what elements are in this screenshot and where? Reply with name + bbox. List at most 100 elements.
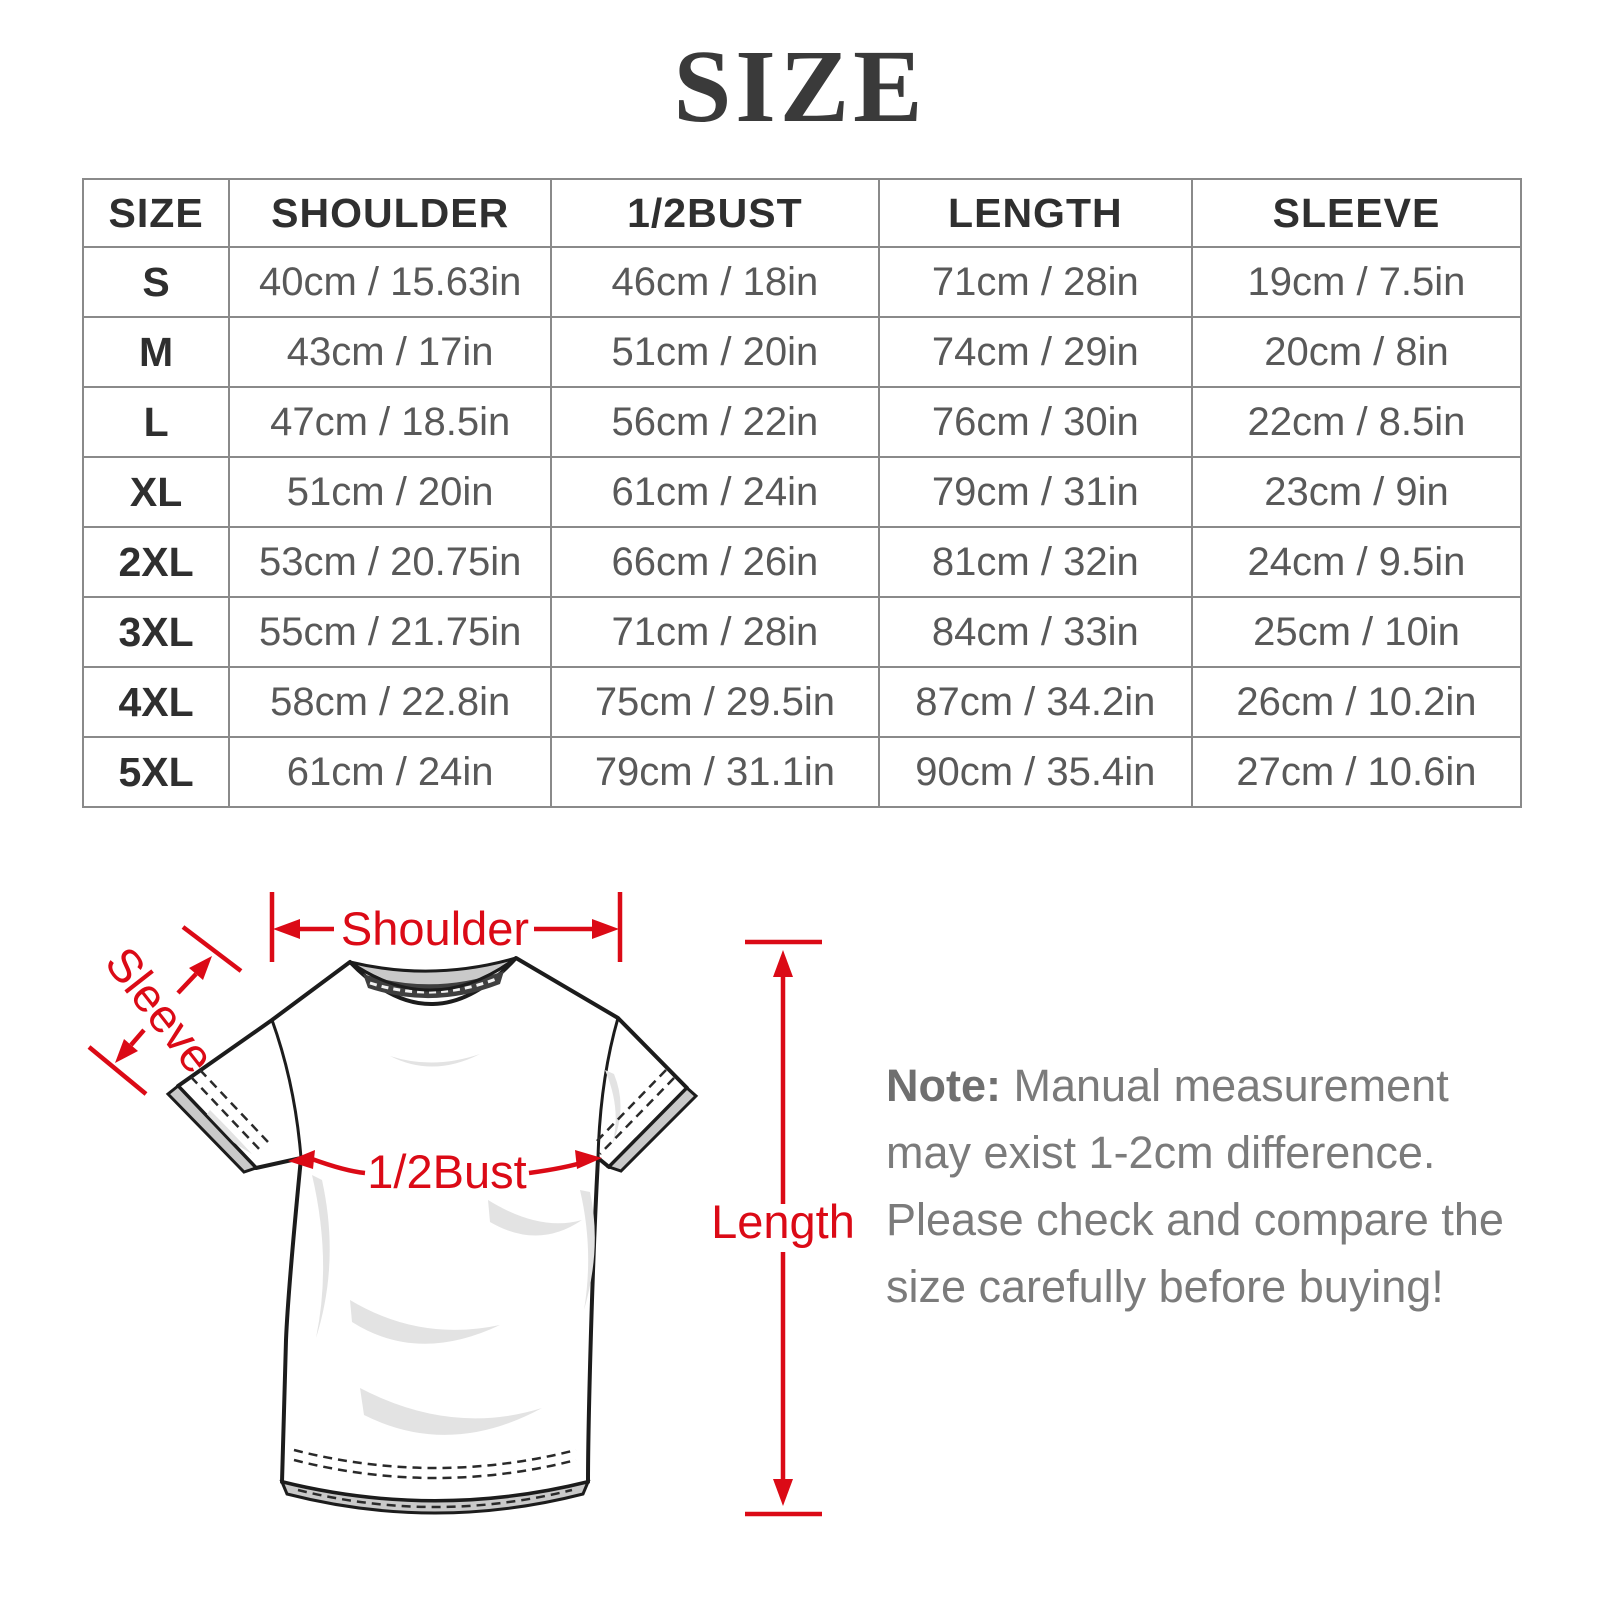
sleeve-arrow-bottom-icon	[115, 1039, 138, 1063]
table-row: 5XL 61cm / 24in 79cm / 31.1in 90cm / 35.4in…	[81, 736, 1523, 808]
length-arrow-up-icon	[773, 950, 793, 977]
measurement-cell: 74cm / 29in	[877, 316, 1193, 388]
bust-line-left	[311, 1156, 366, 1176]
table-row: 2XL 53cm / 20.75in 66cm / 26in 81cm / 32in 2…	[81, 526, 1523, 598]
measurement-cell: 46cm / 18in	[550, 246, 880, 318]
measurement-cell: 71cm / 28in	[550, 596, 880, 668]
right-armhole-seam	[596, 1017, 620, 1159]
size-label-cell: 3XL	[81, 596, 231, 668]
sleeve-arrow-top-icon	[189, 956, 212, 980]
right-cuff	[606, 1085, 699, 1173]
hem-band-stitch	[297, 1488, 573, 1509]
measurement-cell: 75cm / 29.5in	[550, 666, 880, 738]
table-row: XL 51cm / 20in 61cm / 24in 79cm / 31in 23cm …	[81, 456, 1523, 528]
measurement-cell: 87cm / 34.2in	[877, 666, 1193, 738]
measurement-cell: 58cm / 22.8in	[228, 666, 553, 738]
measurement-cell: 51cm / 20in	[228, 456, 553, 528]
left-cuff	[165, 1083, 259, 1174]
measurement-cell: 51cm / 20in	[550, 316, 880, 388]
column-header: SIZE	[81, 178, 231, 248]
sleeve-arrow-bottom-line	[129, 1028, 146, 1047]
hem-stitch	[293, 1458, 577, 1480]
left-cuff-stitch	[199, 1069, 269, 1143]
measurement-cell: 22cm / 8.5in	[1190, 386, 1523, 458]
table-row: S 40cm / 15.63in 46cm / 18in 71cm / 28in 19c…	[81, 246, 1523, 318]
page-title: SIZE	[673, 29, 927, 144]
right-cuff-stitch	[599, 1077, 675, 1155]
column-header: SHOULDER	[228, 178, 553, 248]
measurement-cell: 47cm / 18.5in	[228, 386, 553, 458]
size-label-cell: S	[81, 246, 231, 318]
tshirt-illustration	[165, 956, 699, 1515]
measurement-cell: 27cm / 10.6in	[1190, 736, 1523, 808]
hem-band	[279, 1479, 591, 1515]
shoulder-arrow-left-icon	[273, 919, 300, 939]
bust-arrow-left-icon	[288, 1150, 315, 1169]
table-row: L 47cm / 18.5in 56cm / 22in 76cm / 30in 22cm…	[81, 386, 1523, 458]
left-cuff-stitch	[190, 1076, 262, 1152]
shoulder-label: Shoulder	[341, 902, 529, 955]
measurement-cell: 24cm / 9.5in	[1190, 526, 1523, 598]
size-label-cell: L	[81, 386, 231, 458]
measurement-cell: 23cm / 9in	[1190, 456, 1523, 528]
left-armhole-seam	[270, 1019, 303, 1159]
measurement-cell: 25cm / 10in	[1190, 596, 1523, 668]
measurement-cell: 55cm / 21.75in	[228, 596, 553, 668]
wrinkle-shade	[605, 1070, 621, 1145]
measurement-cell: 53cm / 20.75in	[228, 526, 553, 598]
measurement-cell: 19cm / 7.5in	[1190, 246, 1523, 318]
sleeve-tick-bottom	[87, 1045, 148, 1096]
measurement-cell: 81cm / 32in	[877, 526, 1193, 598]
hem-stitch	[293, 1448, 577, 1470]
length-annotation: Length	[711, 939, 855, 1517]
wrinkle-shade	[350, 1300, 500, 1344]
shoulder-arrow-right-icon	[592, 919, 619, 939]
measurement-cell: 40cm / 15.63in	[228, 246, 553, 318]
measurement-cell: 66cm / 26in	[550, 526, 880, 598]
measurement-cell: 71cm / 28in	[877, 246, 1193, 318]
size-table-body: S 40cm / 15.63in 46cm / 18in 71cm / 28in 19c…	[81, 246, 1523, 808]
size-table-head: SIZE SHOULDER 1/2BUST LENGTH SLEEVE	[81, 178, 1523, 248]
size-label-cell: 4XL	[81, 666, 231, 738]
size-table-header-row: SIZE SHOULDER 1/2BUST LENGTH SLEEVE	[81, 178, 1523, 248]
column-header: LENGTH	[877, 178, 1193, 248]
column-header: SLEEVE	[1190, 178, 1523, 248]
column-header: 1/2BUST	[550, 178, 880, 248]
right-cuff-stitch	[592, 1069, 667, 1146]
table-row: 4XL 58cm / 22.8in 75cm / 29.5in 87cm / 34.2…	[81, 666, 1523, 738]
size-table-container: SIZE SHOULDER 1/2BUST LENGTH SLEEVE S 40cm / …	[81, 178, 1523, 808]
size-label-cell: 2XL	[81, 526, 231, 598]
table-row: M 43cm / 17in 51cm / 20in 74cm / 29in 20cm /…	[81, 316, 1523, 388]
bust-label: 1/2Bust	[367, 1145, 526, 1198]
note-label: Note:	[886, 1060, 1001, 1111]
measurement-cell: 79cm / 31.1in	[550, 736, 880, 808]
size-label-cell: XL	[81, 456, 231, 528]
length-arrow-down-icon	[773, 1479, 793, 1506]
measurement-cell: 61cm / 24in	[550, 456, 880, 528]
measurement-cell: 84cm / 33in	[877, 596, 1193, 668]
collar-tape	[363, 971, 504, 999]
collar-rim	[349, 956, 517, 992]
bust-annotation: 1/2Bust	[288, 1145, 602, 1198]
bust-arrow-right-icon	[575, 1150, 602, 1169]
collar-shadow	[390, 1054, 480, 1067]
sleeve-arrow-top-line	[176, 972, 198, 995]
wrinkle-shade	[360, 1388, 542, 1435]
sleeve-tick-top	[181, 925, 243, 973]
measurement-cell: 90cm / 35.4in	[877, 736, 1193, 808]
measurement-cell: 56cm / 22in	[550, 386, 880, 458]
wrinkle-shade	[312, 1175, 330, 1338]
wrinkle-shade	[580, 1190, 595, 1310]
tshirt-measurement-diagram: Shoulder Sleeve 1/2Bust Length	[87, 892, 855, 1517]
measurement-cell: 76cm / 30in	[877, 386, 1193, 458]
note-text: Note: Manual measurement may exist 1-2cm…	[886, 1052, 1518, 1320]
size-label-cell: M	[81, 316, 231, 388]
measurement-cell: 20cm / 8in	[1190, 316, 1523, 388]
shoulder-annotation: Shoulder	[269, 892, 623, 962]
note-body: Manual measurement may exist 1-2cm diffe…	[886, 1060, 1504, 1312]
length-label: Length	[711, 1195, 855, 1248]
collar-tape-stitch	[369, 977, 497, 994]
size-table: SIZE SHOULDER 1/2BUST LENGTH SLEEVE S 40cm / …	[81, 178, 1523, 808]
wrinkle-shade	[204, 1110, 252, 1154]
measurement-cell: 43cm / 17in	[228, 316, 553, 388]
